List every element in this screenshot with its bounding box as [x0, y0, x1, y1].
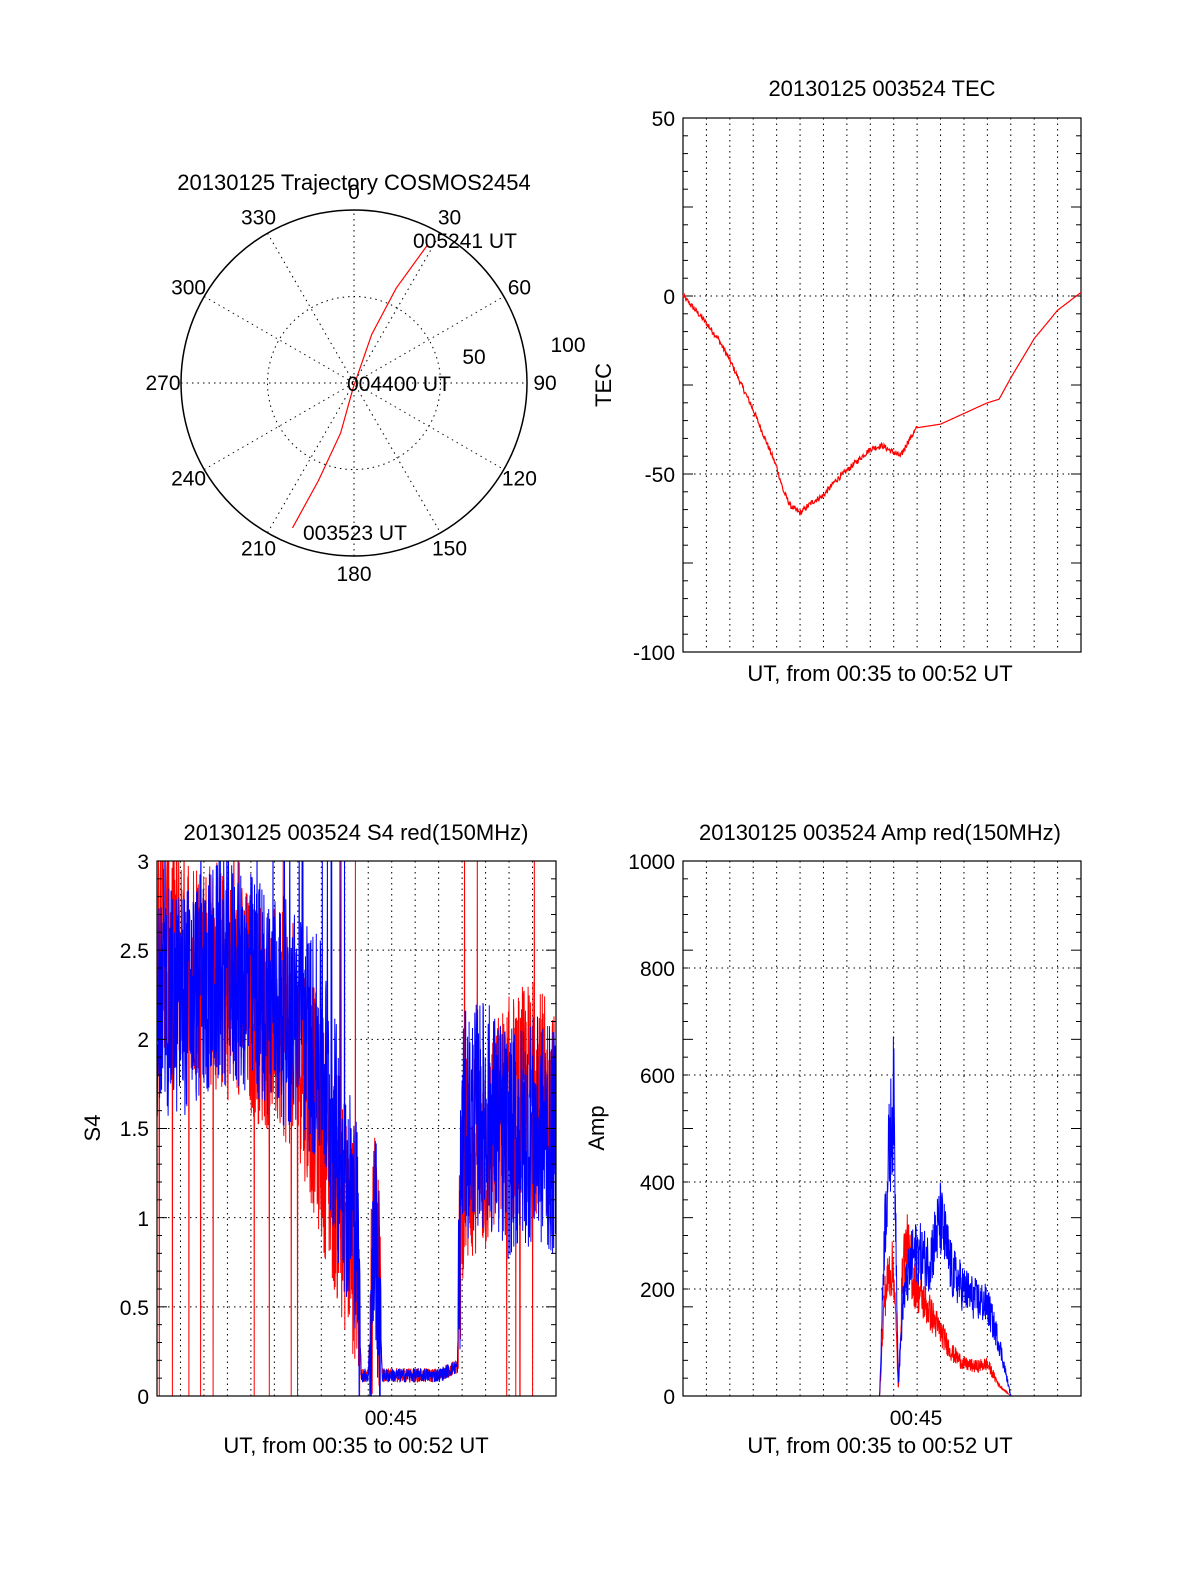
- s4-ylabel: S4: [80, 1115, 105, 1142]
- amp-ytick-1000: 1000: [628, 851, 675, 874]
- s4-title: 20130125 003524 S4 red(150MHz): [184, 820, 529, 845]
- polar-radius-label-50: 50: [462, 346, 485, 369]
- s4-ytick-3: 3: [137, 851, 149, 874]
- tec-grid: [683, 118, 1081, 652]
- s4-xtick-0045: 00:45: [365, 1407, 418, 1430]
- polar-angle-label-270: 270: [145, 372, 180, 395]
- amp-ytick-600: 600: [640, 1065, 675, 1088]
- polar-title: 20130125 Trajectory COSMOS2454: [177, 170, 530, 195]
- tec-ytick-minus50: -50: [645, 464, 675, 487]
- s4-ticks: [157, 860, 556, 1397]
- s4-ytick-0: 0: [137, 1386, 149, 1409]
- polar-start-label: 003523 UT: [303, 522, 407, 545]
- amp-ticks: [683, 860, 1081, 1397]
- polar-panel: 20130125 Trajectory COSMOS2454 0 30 60 90 12…: [145, 170, 585, 586]
- tec-ticks: [683, 117, 1081, 653]
- s4-ytick-2: 2: [137, 1029, 149, 1052]
- amp-ytick-0: 0: [663, 1386, 675, 1409]
- s4-panel: 20130125 003524 S4 red(150MHz) 3 2.5 2 1…: [80, 820, 557, 1458]
- tec-ylabel: TEC: [591, 363, 616, 407]
- polar-end-label: 005241 UT: [413, 230, 517, 253]
- polar-angle-label-210: 210: [241, 537, 276, 560]
- s4-ytick-0.5: 0.5: [120, 1297, 149, 1320]
- s4-ytick-2.5: 2.5: [120, 940, 149, 963]
- s4-ytick-1.5: 1.5: [120, 1118, 149, 1141]
- tec-title: 20130125 003524 TEC: [768, 76, 995, 101]
- tec-ytick-0: 0: [663, 286, 675, 309]
- tec-ytick-minus100: -100: [633, 642, 675, 665]
- amp-series: [683, 1036, 1081, 1397]
- polar-radius-label-100: 100: [550, 334, 585, 357]
- amp-xlabel: UT, from 00:35 to 00:52 UT: [747, 1433, 1012, 1458]
- polar-angle-label-120: 120: [502, 468, 537, 491]
- tec-ytick-50: 50: [652, 108, 675, 131]
- amp-panel: 20130125 003524 Amp red(150MHz) 1000 800…: [584, 820, 1082, 1458]
- s4-ytick-1: 1: [137, 1208, 149, 1231]
- polar-angle-label-30: 30: [438, 207, 461, 230]
- polar-angle-label-300: 300: [171, 277, 206, 300]
- s4-series-blue: [157, 861, 556, 1396]
- amp-xtick-0045: 00:45: [890, 1407, 943, 1430]
- polar-angle-label-180: 180: [336, 563, 371, 586]
- tec-series-line: [682, 291, 1082, 516]
- polar-angle-label-60: 60: [508, 277, 531, 300]
- polar-angle-label-150: 150: [432, 537, 467, 560]
- s4-series: [157, 861, 556, 1396]
- polar-angle-label-90: 90: [533, 372, 556, 395]
- amp-title: 20130125 003524 Amp red(150MHz): [699, 820, 1061, 845]
- polar-angle-labels: 0 30 60 90 120 150 180 210 240 270 300 330: [145, 181, 556, 586]
- polar-angle-label-330: 330: [241, 207, 276, 230]
- amp-ylabel: Amp: [584, 1105, 609, 1150]
- tec-xlabel: UT, from 00:35 to 00:52 UT: [747, 661, 1012, 686]
- polar-trajectory-line: [291, 245, 428, 529]
- polar-mid-label: 004400 UT: [347, 373, 451, 396]
- s4-xlabel: UT, from 00:35 to 00:52 UT: [223, 1433, 488, 1458]
- amp-ytick-400: 400: [640, 1172, 675, 1195]
- amp-ytick-200: 200: [640, 1279, 675, 1302]
- polar-angle-label-240: 240: [171, 468, 206, 491]
- amp-ytick-800: 800: [640, 958, 675, 981]
- tec-panel: 20130125 003524 TEC 50 0 -50 -100 TEC UT…: [591, 76, 1082, 686]
- polar-angle-label-0: 0: [348, 181, 360, 204]
